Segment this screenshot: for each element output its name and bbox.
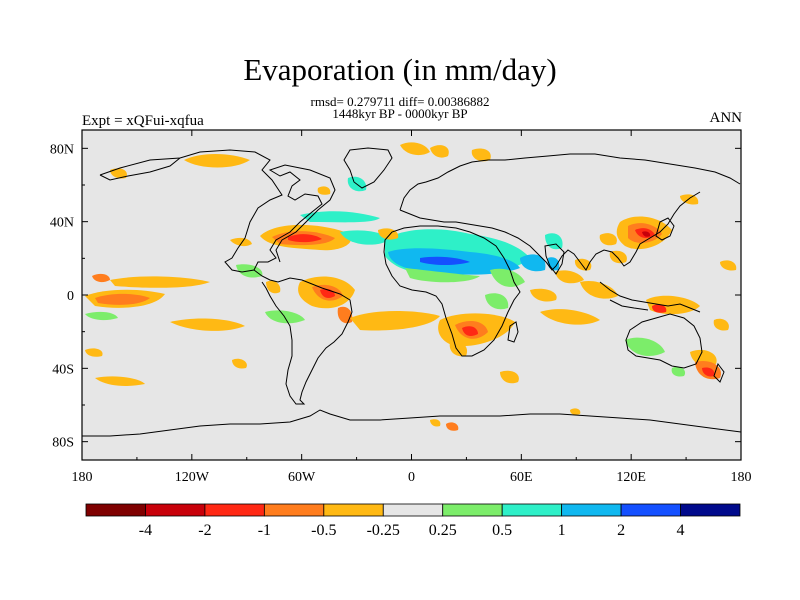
lon-tick-label: 180 <box>731 470 752 485</box>
colorbar-swatch <box>680 503 741 517</box>
anomaly-patch <box>92 273 110 283</box>
coastlines <box>82 147 741 437</box>
colorbar-label: 2 <box>617 522 625 539</box>
lon-tick-label: 180 <box>72 470 93 485</box>
anomaly-patch <box>485 293 509 310</box>
colorbar-label: -4 <box>139 522 152 539</box>
lon-tick-label: 120E <box>616 470 646 485</box>
colorbar-swatch <box>382 503 444 517</box>
lat-tick-label: 0 <box>67 289 74 304</box>
anomaly-patch <box>471 148 491 162</box>
anomaly-patch <box>85 348 103 357</box>
anomaly-patch <box>288 234 322 243</box>
anomaly-patch <box>446 422 459 431</box>
anomaly-patch <box>95 376 145 386</box>
map-background <box>82 130 741 460</box>
evaporation-anomaly-field <box>82 142 741 437</box>
anomaly-patch <box>110 276 210 288</box>
colorbar-swatch <box>145 503 206 517</box>
longitude-axis: 180 120W 60W 0 60E 120E 180 <box>72 130 752 485</box>
lat-tick-label: 80N <box>50 142 74 157</box>
lon-tick-label: 60W <box>288 470 316 485</box>
season-label: ANN <box>709 110 743 126</box>
anomaly-patch <box>230 237 252 247</box>
colorbar-label: -1 <box>258 522 271 539</box>
anomaly-patch <box>449 341 468 357</box>
colorbar-swatch <box>85 503 146 517</box>
colorbar-label: 0.5 <box>492 522 512 539</box>
anomaly-patch <box>642 231 651 237</box>
map-period: 1448kyr BP - 0000kyr BP <box>332 106 468 121</box>
colorbar-label: 4 <box>677 522 685 539</box>
lat-tick-label: 80S <box>52 436 74 451</box>
anomaly-patch <box>232 358 247 369</box>
colorbar-label: -0.5 <box>311 522 336 539</box>
colorbar-swatch <box>323 503 384 517</box>
anomaly-patch <box>580 280 618 299</box>
anomaly-patch <box>500 370 519 384</box>
anomaly-patch <box>625 337 665 356</box>
anomaly-patch <box>540 309 600 325</box>
colorbar-label: -0.25 <box>367 522 400 539</box>
anomaly-patch <box>266 280 281 294</box>
lon-tick-label: 60E <box>510 470 533 485</box>
anomaly-patch <box>555 270 584 284</box>
anomaly-patch <box>400 142 430 156</box>
anomaly-patch <box>420 256 470 265</box>
colorbar-label: -2 <box>198 522 211 539</box>
colorbar-label: 0.25 <box>429 522 457 539</box>
anomaly-patch <box>300 211 380 223</box>
anomaly-patch <box>405 268 480 283</box>
latitude-axis: 80N 40N 0 40S 80S <box>50 142 741 451</box>
anomaly-patch <box>110 168 127 179</box>
colorbar-label: 1 <box>558 522 566 539</box>
colorbar: -4 -2 -1 -0.5 -0.25 0.25 0.5 1 2 4 <box>85 503 741 539</box>
lon-tick-label: 0 <box>408 470 415 485</box>
anomaly-patch <box>184 154 250 168</box>
anomaly-patch <box>340 230 390 245</box>
anomaly-patch <box>713 318 729 331</box>
anomaly-patch <box>652 304 667 313</box>
map-rmsd-diff: rmsd= 0.279711 diff= 0.00386882 <box>310 94 490 109</box>
anomaly-patch <box>599 233 617 246</box>
experiment-label: Expt = xQFui-xqfua <box>82 113 204 129</box>
anomaly-patch <box>85 311 118 321</box>
anomaly-patch <box>350 311 440 331</box>
anomaly-patch <box>170 318 245 331</box>
anomaly-patch <box>570 408 581 415</box>
colorbar-swatch <box>561 503 622 517</box>
anomaly-patch <box>462 326 478 336</box>
map-title: Evaporation (in mm/day) <box>243 52 557 87</box>
colorbar-swatch <box>620 503 681 517</box>
anomaly-patch <box>490 268 525 287</box>
anomaly-patch <box>520 254 546 272</box>
colorbar-swatch <box>204 503 265 517</box>
anomaly-patch <box>430 145 449 158</box>
anomaly-patch <box>430 419 441 427</box>
anomaly-patch <box>671 366 686 377</box>
anomaly-patch <box>530 288 557 302</box>
anomaly-patch <box>317 186 331 195</box>
colorbar-swatch <box>263 503 325 517</box>
anomaly-patch <box>95 293 150 305</box>
lat-tick-label: 40N <box>50 216 74 231</box>
lat-tick-label: 40S <box>52 362 74 377</box>
colorbar-swatch <box>442 503 503 517</box>
anomaly-patch <box>720 260 737 271</box>
anomaly-patch <box>702 367 715 377</box>
lon-tick-label: 120W <box>175 470 210 485</box>
colorbar-swatch <box>501 503 563 517</box>
